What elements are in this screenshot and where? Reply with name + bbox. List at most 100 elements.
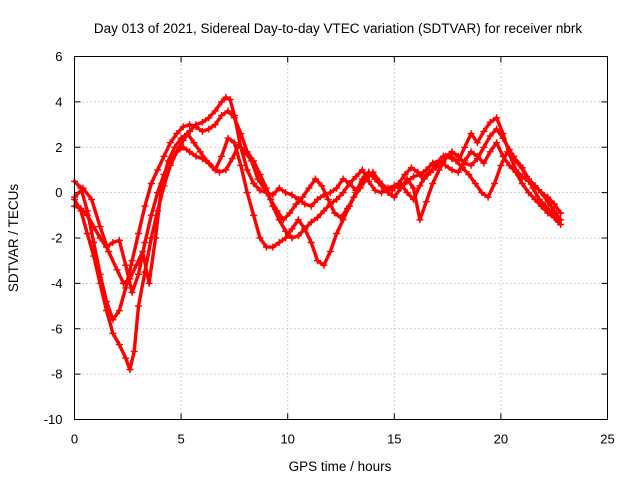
data-point [186, 148, 194, 156]
data-point [491, 180, 498, 187]
data-point [529, 184, 537, 192]
data-point [152, 234, 159, 242]
data-point [164, 157, 172, 165]
data-point [230, 114, 238, 122]
data-point [427, 168, 434, 176]
data-point [512, 168, 520, 176]
data-point [478, 189, 486, 197]
data-point [537, 189, 545, 197]
data-point [77, 205, 85, 212]
data-point [324, 195, 332, 203]
data-point [205, 125, 213, 133]
data-point [294, 232, 302, 240]
data-point [292, 200, 300, 208]
data-point [516, 161, 524, 169]
data-point [299, 193, 307, 201]
data-point [235, 141, 243, 149]
x-axis-label: GPS time / hours [289, 459, 392, 474]
data-point [269, 243, 277, 251]
data-point [403, 189, 411, 197]
data-point [473, 155, 481, 163]
data-point [192, 152, 200, 160]
data-point [139, 248, 147, 256]
data-point [122, 354, 130, 362]
data-point [448, 166, 456, 174]
data-point [480, 143, 488, 151]
data-point [237, 130, 245, 138]
data-point [505, 161, 513, 169]
chart-title: Day 013 of 2021, Sidereal Day-to-day VTE… [94, 21, 582, 36]
y-tick-label: 4 [55, 94, 62, 109]
series-track-3 [71, 125, 565, 296]
data-point [480, 159, 488, 167]
data-point [435, 166, 443, 174]
data-point [224, 134, 232, 142]
data-point [542, 202, 550, 210]
data-point [326, 189, 334, 197]
data-point [135, 302, 142, 310]
data-point [307, 239, 315, 246]
data-point [282, 189, 290, 197]
data-point [211, 107, 219, 115]
data-point [241, 148, 249, 156]
data-point [557, 209, 565, 217]
data-point [548, 209, 556, 217]
data-point [493, 114, 501, 122]
data-point [90, 239, 98, 246]
data-point [294, 216, 302, 224]
x-tick-label: 15 [387, 432, 401, 447]
data-point [203, 157, 211, 165]
data-point [486, 118, 494, 126]
data-point [275, 184, 283, 192]
data-point [416, 182, 424, 190]
data-point [333, 184, 341, 192]
data-point [555, 218, 562, 226]
data-point [128, 257, 136, 265]
data-point [331, 209, 339, 217]
y-tick-label: -4 [51, 276, 63, 291]
series-track-4 [71, 130, 562, 287]
data-point [109, 239, 117, 246]
data-point [301, 225, 309, 233]
y-tick-label: -10 [44, 412, 63, 427]
data-point [388, 186, 396, 194]
y-tick-label: -2 [51, 231, 63, 246]
data-point [256, 234, 264, 242]
data-point [390, 193, 398, 201]
data-point [83, 230, 91, 237]
data-point [171, 143, 179, 151]
y-tick-label: 2 [55, 140, 62, 155]
data-point [222, 166, 230, 174]
data-point [307, 202, 315, 210]
data-point [147, 180, 155, 187]
data-point [378, 189, 385, 197]
data-point [471, 180, 479, 187]
data-point [416, 216, 424, 224]
data-point [122, 284, 130, 292]
data-point [326, 248, 334, 256]
x-tick-label: 0 [71, 432, 78, 447]
data-point [375, 177, 383, 185]
data-point [486, 132, 494, 140]
data-point [305, 184, 313, 192]
data-point [459, 164, 466, 172]
data-series [71, 93, 565, 374]
data-point [454, 152, 462, 160]
data-point [222, 93, 230, 101]
data-point [433, 159, 441, 167]
data-point [314, 257, 321, 265]
data-point [318, 182, 326, 190]
data-point [218, 112, 226, 119]
data-point [184, 130, 191, 138]
data-point [550, 200, 558, 208]
data-point [179, 143, 187, 151]
data-point [288, 234, 296, 242]
data-point [493, 139, 501, 147]
data-point [544, 193, 552, 201]
data-point [467, 148, 475, 156]
data-point [339, 189, 347, 197]
data-point [510, 152, 518, 160]
data-point [88, 195, 96, 203]
data-point [237, 161, 245, 169]
data-point [128, 288, 136, 296]
